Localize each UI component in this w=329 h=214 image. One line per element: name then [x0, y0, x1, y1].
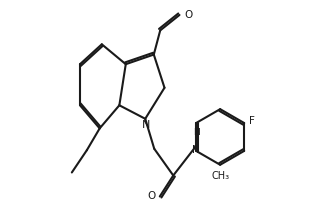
Text: N: N [142, 120, 150, 130]
Text: H: H [193, 128, 200, 137]
Text: O: O [148, 192, 156, 201]
Text: F: F [249, 116, 255, 126]
Text: CH₃: CH₃ [211, 171, 229, 181]
Text: N: N [192, 145, 200, 155]
Text: O: O [185, 10, 193, 20]
